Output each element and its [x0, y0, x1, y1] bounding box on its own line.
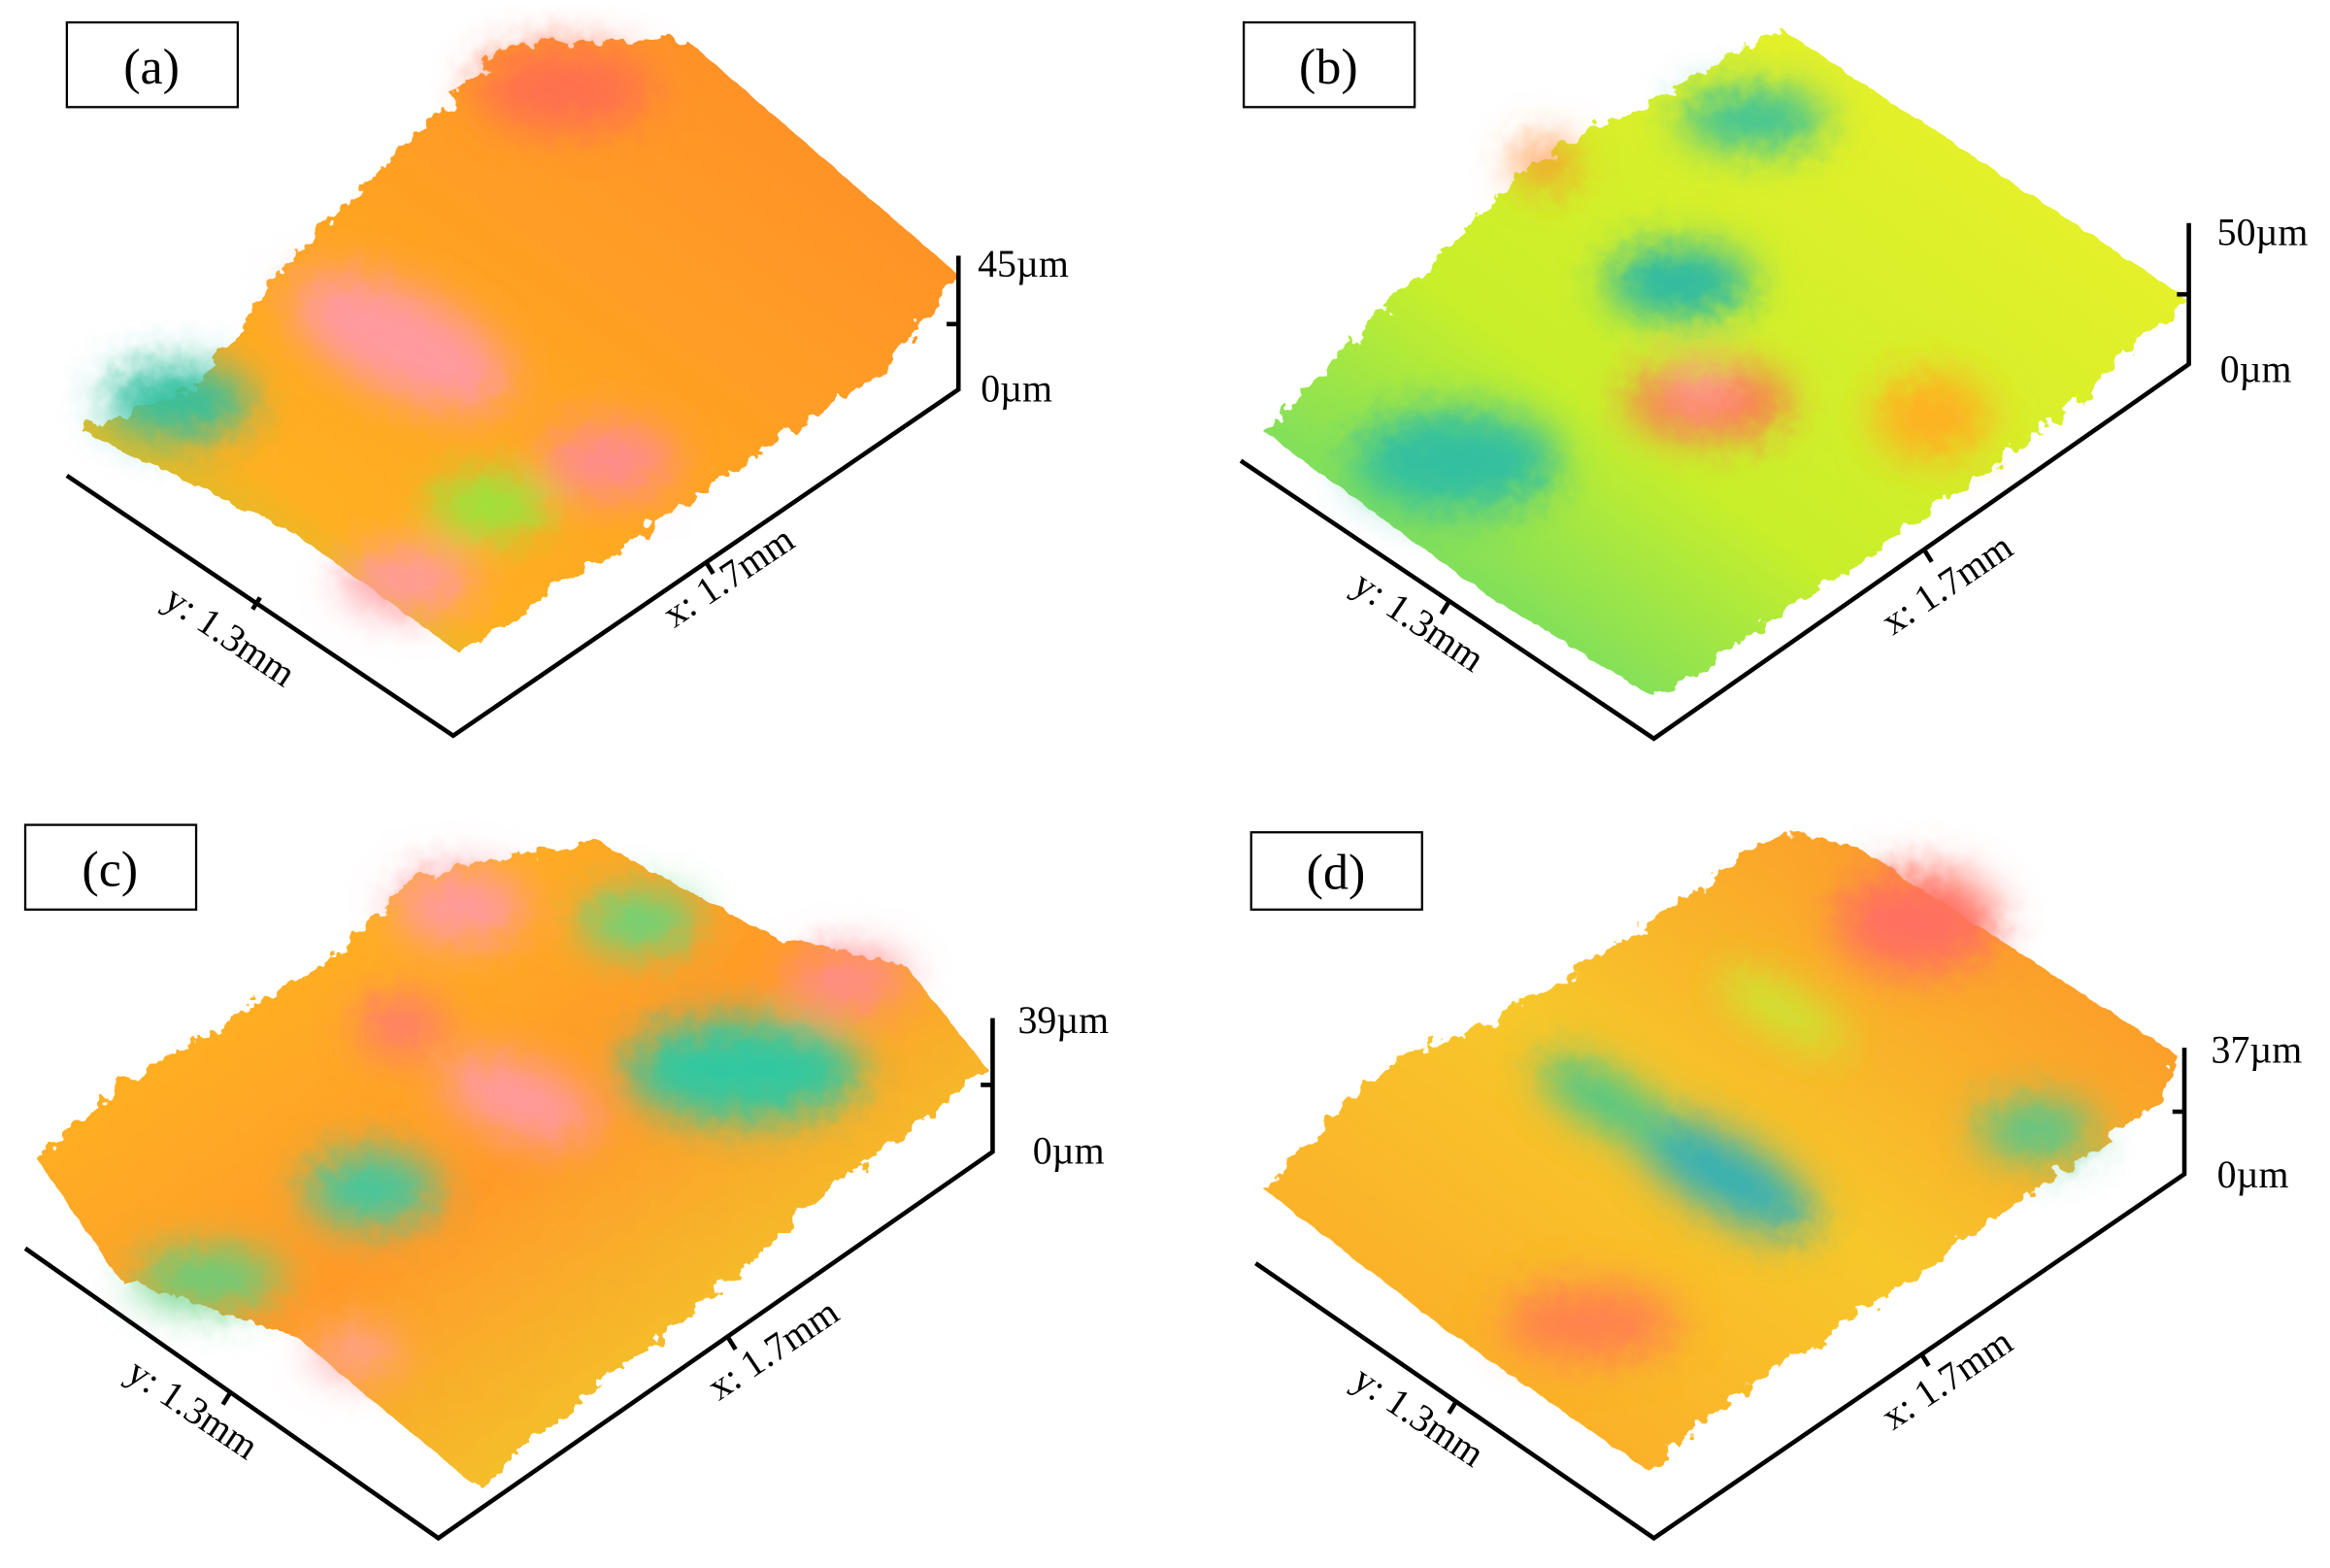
- axis-ticks: [220, 1083, 993, 1406]
- y-axis-label: y: 1.3mm: [156, 577, 303, 695]
- z-bottom-label: 0µm: [981, 367, 1052, 410]
- axis-ticks: [1447, 1109, 2184, 1415]
- panel-c: (c) y: 1.3mm x: 1.7mm 39µm 0µm: [23, 823, 1109, 1542]
- x-axis-label: x: 1.7mm: [655, 517, 802, 636]
- surface: [82, 37, 959, 654]
- axis-ticks: [1439, 291, 2189, 616]
- axis-ticks: [250, 321, 959, 611]
- z-top-label: 45µm: [978, 243, 1069, 285]
- surface: [37, 839, 988, 1486]
- surface: [1263, 29, 2184, 699]
- panel-label: (d): [1307, 845, 1366, 900]
- label-box: [1242, 20, 1416, 109]
- panel-d: (d) y: 1.3mm x: 1.7mm 37µm 0µm: [1249, 831, 2303, 1542]
- x-axis-label: x: 1.7mm: [1874, 525, 2020, 644]
- panel-label: (b): [1299, 40, 1358, 95]
- x-axis-label: x: 1.7mm: [700, 1290, 847, 1409]
- panel-label: (a): [123, 40, 180, 95]
- surface: [1263, 832, 2178, 1472]
- label-box: [65, 20, 240, 109]
- z-top-label: 37µm: [2212, 1028, 2303, 1071]
- panel-a: (a) y: 1.3mm x: 1.7mm 45µm 0µm: [65, 20, 1069, 739]
- z-bottom-label: 0µm: [2217, 1153, 2289, 1196]
- panel-label: (c): [82, 842, 138, 897]
- label-box: [23, 823, 198, 911]
- z-bottom-label: 0µm: [2220, 348, 2292, 390]
- panel-b: (b) y: 1.3mm x: 1.7mm 50µm 0µm: [1239, 20, 2309, 742]
- z-top-label: 50µm: [2217, 212, 2309, 254]
- z-bottom-label: 0µm: [1033, 1130, 1105, 1173]
- z-top-label: 39µm: [1017, 999, 1109, 1042]
- label-box: [1249, 831, 1423, 911]
